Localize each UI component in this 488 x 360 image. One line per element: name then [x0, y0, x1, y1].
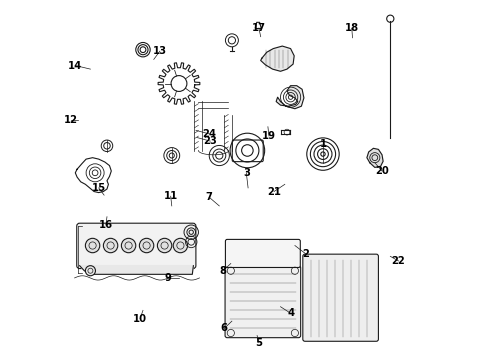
- Circle shape: [85, 238, 100, 253]
- Text: 4: 4: [286, 308, 294, 318]
- Circle shape: [85, 266, 95, 276]
- Text: 15: 15: [91, 183, 105, 193]
- FancyBboxPatch shape: [302, 254, 378, 341]
- FancyBboxPatch shape: [224, 266, 300, 338]
- Text: 17: 17: [251, 23, 265, 33]
- Text: 13: 13: [153, 46, 166, 56]
- Circle shape: [173, 238, 187, 253]
- Text: 8: 8: [219, 266, 226, 276]
- Text: 9: 9: [163, 273, 170, 283]
- Text: 22: 22: [391, 256, 405, 266]
- Text: 18: 18: [344, 23, 358, 33]
- Text: 12: 12: [64, 114, 78, 125]
- Text: 16: 16: [99, 220, 113, 230]
- Circle shape: [157, 238, 171, 253]
- Text: 7: 7: [205, 192, 212, 202]
- Text: 5: 5: [255, 338, 262, 348]
- Polygon shape: [80, 266, 193, 274]
- Text: 20: 20: [374, 166, 388, 176]
- Text: 1: 1: [319, 139, 326, 149]
- FancyBboxPatch shape: [77, 223, 196, 269]
- Polygon shape: [366, 148, 382, 167]
- Circle shape: [139, 238, 153, 253]
- Text: 10: 10: [133, 314, 147, 324]
- Polygon shape: [276, 86, 303, 109]
- Text: 3: 3: [243, 168, 249, 178]
- FancyBboxPatch shape: [225, 239, 300, 267]
- Polygon shape: [260, 46, 294, 71]
- Text: 21: 21: [266, 186, 281, 197]
- Text: 19: 19: [262, 131, 275, 141]
- Text: 24: 24: [202, 129, 216, 139]
- Text: 2: 2: [302, 249, 308, 259]
- Text: 14: 14: [68, 60, 82, 71]
- Circle shape: [103, 238, 118, 253]
- Circle shape: [121, 238, 136, 253]
- Text: 6: 6: [221, 323, 227, 333]
- Text: 11: 11: [163, 191, 178, 201]
- Text: 23: 23: [203, 136, 217, 146]
